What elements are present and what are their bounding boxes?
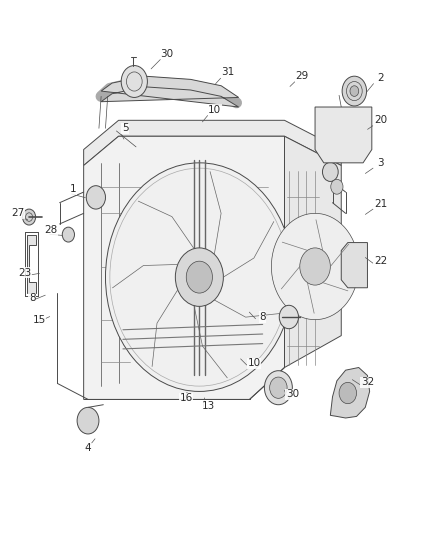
Polygon shape: [101, 76, 239, 107]
Text: 27: 27: [11, 208, 25, 219]
Circle shape: [339, 382, 357, 403]
Text: 20: 20: [374, 115, 387, 125]
Text: 10: 10: [208, 104, 221, 115]
Circle shape: [121, 66, 148, 98]
Polygon shape: [330, 368, 370, 418]
Text: 15: 15: [32, 314, 46, 325]
Polygon shape: [27, 235, 35, 293]
Text: 21: 21: [374, 199, 387, 209]
Text: 30: 30: [286, 389, 299, 399]
Text: 31: 31: [221, 68, 234, 77]
Text: 8: 8: [29, 293, 35, 303]
Text: 30: 30: [160, 49, 173, 59]
Text: 28: 28: [44, 225, 57, 236]
Circle shape: [322, 163, 338, 181]
Polygon shape: [84, 136, 285, 399]
Circle shape: [175, 248, 223, 306]
Text: 3: 3: [377, 158, 384, 168]
Circle shape: [77, 407, 99, 434]
Circle shape: [62, 227, 74, 242]
Circle shape: [106, 163, 293, 391]
Text: 4: 4: [85, 443, 92, 453]
Text: 8: 8: [259, 312, 266, 322]
Circle shape: [331, 179, 343, 194]
Circle shape: [350, 86, 359, 96]
Circle shape: [300, 248, 330, 285]
Circle shape: [270, 377, 287, 398]
Polygon shape: [285, 136, 341, 368]
Polygon shape: [315, 107, 372, 163]
Circle shape: [86, 185, 106, 209]
Text: 29: 29: [295, 71, 309, 81]
Polygon shape: [84, 120, 341, 165]
Text: 1: 1: [69, 184, 76, 195]
Text: 32: 32: [361, 377, 374, 387]
Circle shape: [265, 370, 292, 405]
Circle shape: [186, 261, 212, 293]
Text: 10: 10: [247, 358, 261, 368]
Circle shape: [342, 76, 367, 106]
Text: 22: 22: [374, 256, 387, 266]
Text: 13: 13: [201, 401, 215, 411]
Text: 23: 23: [18, 268, 32, 278]
Text: 2: 2: [377, 73, 384, 83]
Polygon shape: [341, 243, 367, 288]
Circle shape: [279, 305, 298, 329]
Text: 5: 5: [122, 123, 128, 133]
Circle shape: [22, 209, 35, 225]
Circle shape: [272, 213, 359, 320]
Text: 16: 16: [180, 393, 193, 403]
